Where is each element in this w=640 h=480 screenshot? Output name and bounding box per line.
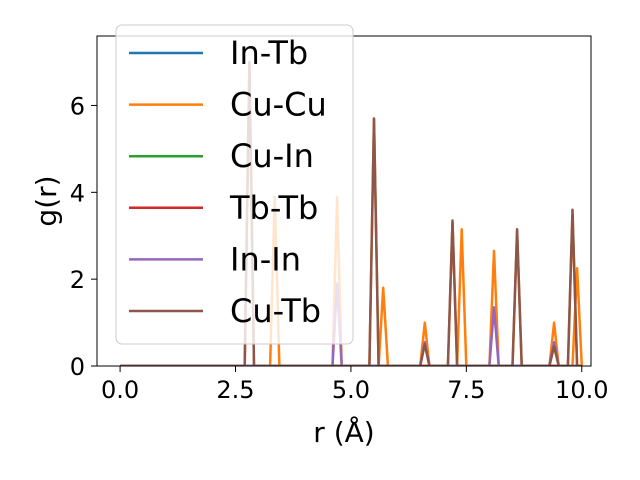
legend-label: Cu-In bbox=[230, 137, 314, 175]
y-tick-label: 2 bbox=[70, 266, 85, 294]
x-tick-label: 2.5 bbox=[216, 376, 254, 404]
legend-label: Cu-Tb bbox=[230, 292, 321, 330]
x-tick-label: 5.0 bbox=[332, 376, 370, 404]
legend-label: Cu-Cu bbox=[230, 86, 327, 124]
x-tick-label: 7.5 bbox=[447, 376, 485, 404]
legend-label: In-In bbox=[230, 240, 301, 278]
y-tick-label: 4 bbox=[70, 179, 85, 207]
x-tick-label: 10.0 bbox=[555, 376, 608, 404]
y-axis-label: g(r) bbox=[30, 175, 63, 226]
legend: In-Tb Cu-Cu Cu-In Tb-Tb In-In Cu-Tb bbox=[115, 24, 354, 345]
x-tick-label: 0.0 bbox=[101, 376, 139, 404]
x-axis: 0.0 2.5 5.0 7.5 10.0 bbox=[101, 366, 608, 404]
y-tick-label: 0 bbox=[70, 353, 85, 381]
y-tick-label: 6 bbox=[70, 92, 85, 120]
x-axis-label: r (Å) bbox=[313, 415, 374, 449]
legend-label: Tb-Tb bbox=[229, 189, 318, 227]
y-axis: 0 2 4 6 bbox=[70, 92, 97, 381]
series-line-cu-tb bbox=[120, 60, 582, 366]
legend-label: In-Tb bbox=[230, 34, 308, 72]
